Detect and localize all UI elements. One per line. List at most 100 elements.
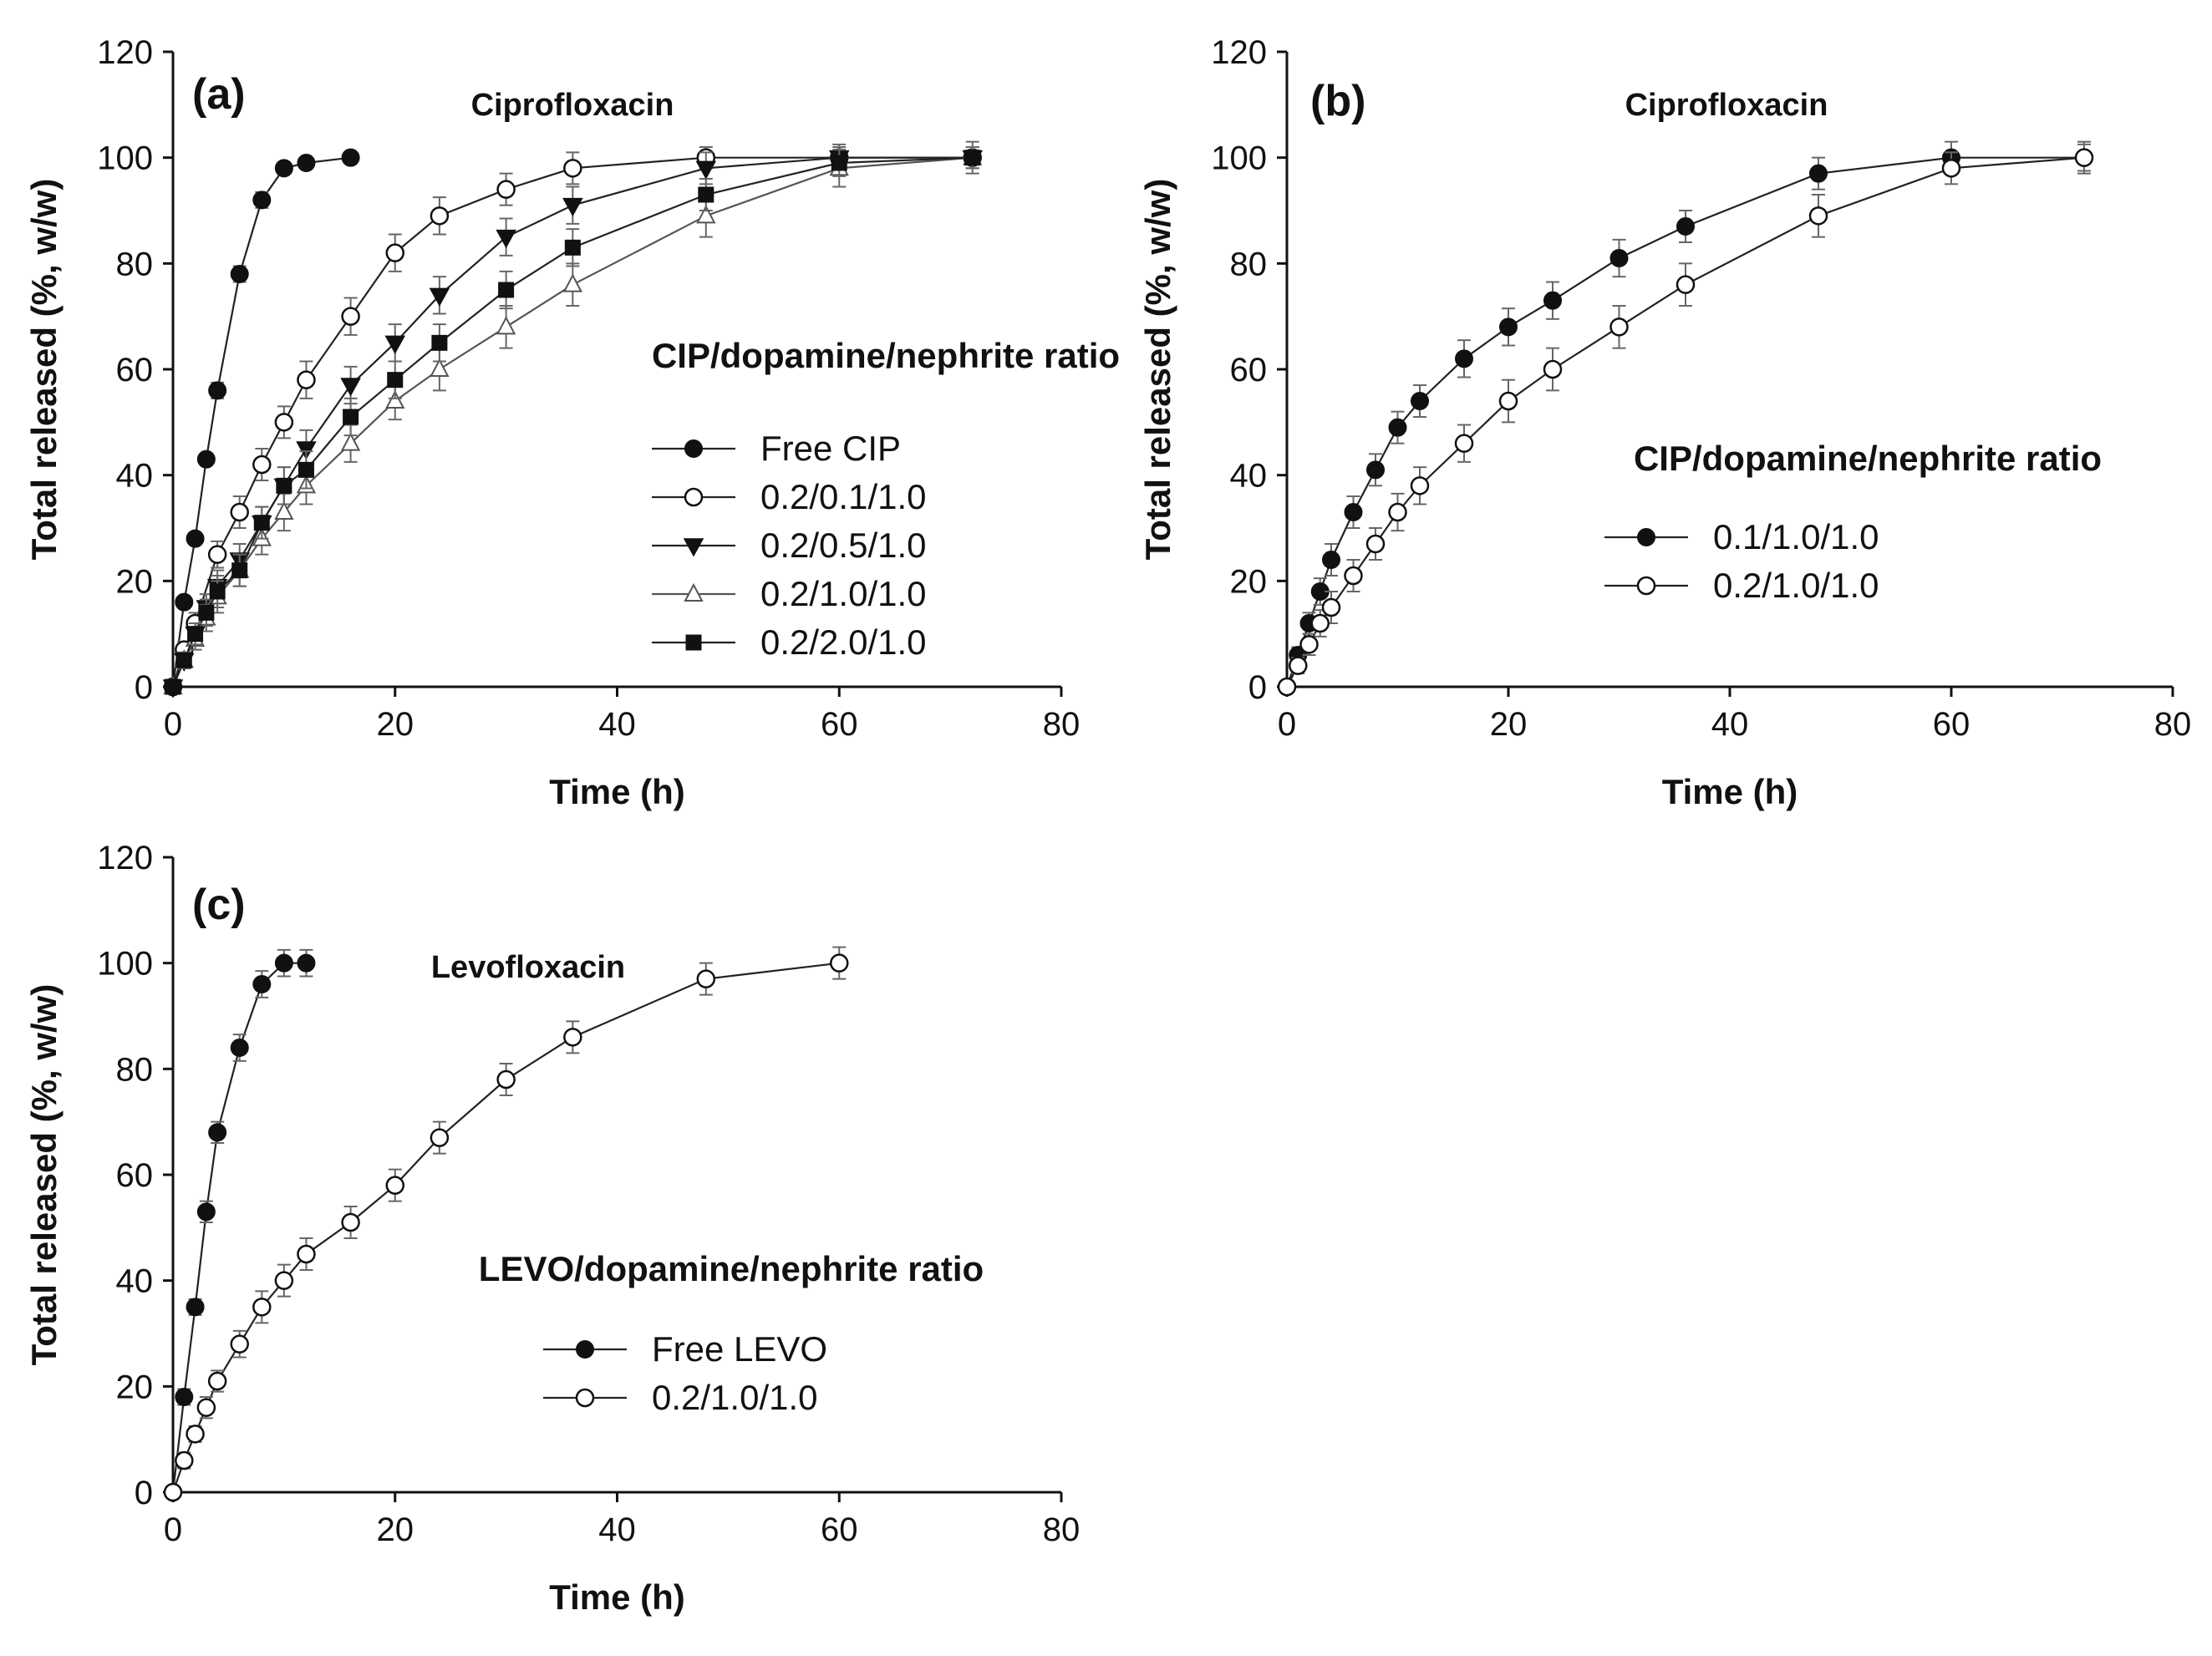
legend-label: 0.2/2.0/1.0 <box>760 622 927 662</box>
x-tick-label: 0 <box>164 1511 182 1548</box>
data-point <box>208 381 227 400</box>
data-point <box>1410 476 1430 495</box>
chart-title: Ciprofloxacin <box>1625 88 1828 123</box>
data-point <box>208 1123 227 1142</box>
y-tick-label: 100 <box>97 946 153 983</box>
data-point <box>496 229 516 249</box>
data-point <box>496 180 516 199</box>
data-point <box>1366 460 1385 480</box>
legend-marker <box>685 634 702 651</box>
y-tick-label: 100 <box>1211 140 1267 177</box>
data-point <box>175 592 194 612</box>
data-point <box>1411 392 1429 410</box>
data-point <box>1455 349 1473 368</box>
series-0-1-1-0-1-0 <box>1278 140 2093 696</box>
data-point <box>230 502 249 522</box>
data-point <box>1499 317 1518 337</box>
legend-entry: Free CIP <box>652 429 901 468</box>
data-point <box>1344 566 1363 586</box>
x-tick-label: 20 <box>377 1511 414 1548</box>
data-point <box>964 150 981 166</box>
x-tick-label: 40 <box>1711 706 1749 743</box>
legend-title: CIP/dopamine/nephrite ratio <box>1634 439 2102 478</box>
series-line <box>171 156 973 688</box>
data-point <box>430 206 450 226</box>
y-tick-label: 40 <box>116 1263 154 1300</box>
legend-marker <box>575 1388 595 1408</box>
data-point <box>274 413 294 432</box>
data-point <box>695 160 717 180</box>
data-point <box>564 239 581 256</box>
x-tick-label: 80 <box>1043 1511 1081 1548</box>
data-point <box>562 273 583 292</box>
data-point <box>196 1398 216 1417</box>
x-tick-label: 20 <box>377 706 414 743</box>
data-point <box>187 626 204 643</box>
panel-label: (c) <box>192 881 246 929</box>
data-point <box>207 545 227 564</box>
legend-marker <box>684 582 704 602</box>
y-tick-label: 20 <box>1230 563 1268 600</box>
data-point <box>831 155 847 171</box>
data-point <box>252 1298 272 1317</box>
x-axis-title: Time (h) <box>1662 772 1798 811</box>
data-point <box>274 159 293 178</box>
legend-label: 0.2/1.0/1.0 <box>1713 566 1879 605</box>
chart-title: Ciprofloxacin <box>471 88 674 123</box>
data-point <box>296 441 317 460</box>
data-point <box>186 1425 205 1444</box>
data-point <box>297 461 314 478</box>
data-point <box>175 1388 194 1406</box>
data-point <box>385 1176 404 1195</box>
data-point <box>274 1271 294 1290</box>
data-point <box>340 378 361 397</box>
legend-title: CIP/dopamine/nephrite ratio <box>652 336 1120 375</box>
x-tick-label: 60 <box>1933 706 1970 743</box>
x-axis-title: Time (h) <box>549 772 685 811</box>
legend-entry: 0.2/1.0/1.0 <box>543 1378 818 1417</box>
data-point <box>1299 635 1319 654</box>
chart-title: Levofloxacin <box>431 950 625 985</box>
data-point <box>252 455 272 475</box>
y-tick-label: 0 <box>1248 669 1267 706</box>
data-point <box>696 969 716 988</box>
data-point <box>1676 217 1695 236</box>
legend-label: 0.2/1.0/1.0 <box>760 574 927 613</box>
y-tick-label: 80 <box>116 246 154 282</box>
legend-marker <box>1637 528 1655 546</box>
data-point <box>297 154 316 172</box>
data-point <box>175 1450 194 1471</box>
legend-entry: 0.1/1.0/1.0 <box>1604 517 1879 556</box>
data-point <box>230 1334 249 1354</box>
legend-label: 0.2/0.5/1.0 <box>760 526 927 565</box>
data-point <box>1310 613 1330 633</box>
data-point <box>696 205 716 224</box>
legend-entry: 0.2/1.0/1.0 <box>652 574 927 613</box>
data-point <box>252 190 272 210</box>
legend-label: Free LEVO <box>652 1329 827 1369</box>
data-point <box>698 186 714 203</box>
x-tick-label: 80 <box>1043 706 1081 743</box>
data-point <box>165 678 181 695</box>
data-point <box>429 287 450 307</box>
y-tick-label: 0 <box>135 1475 153 1511</box>
legend-label: 0.1/1.0/1.0 <box>1713 517 1879 556</box>
y-axis-title: Total released (%, w/w) <box>24 179 64 561</box>
y-tick-label: 20 <box>116 1369 154 1405</box>
y-axis-title: Total released (%, w/w) <box>24 984 64 1366</box>
legend-entry: 0.2/2.0/1.0 <box>652 622 927 662</box>
data-point <box>1388 502 1407 522</box>
y-tick-label: 60 <box>116 352 154 389</box>
data-point <box>830 953 849 973</box>
data-point <box>430 358 450 377</box>
data-point <box>1454 434 1474 453</box>
x-tick-label: 80 <box>2154 706 2192 743</box>
data-point <box>1322 551 1340 569</box>
legend-entry: Free LEVO <box>543 1329 827 1369</box>
y-tick-label: 0 <box>135 669 153 706</box>
y-tick-label: 120 <box>1211 34 1267 71</box>
series-line <box>171 962 840 1493</box>
data-point <box>1543 359 1563 379</box>
chart-panel-c: 0 20 40 60 80 0 20 40 60 80 100 120 Time (h) Total re… <box>24 840 1080 1617</box>
